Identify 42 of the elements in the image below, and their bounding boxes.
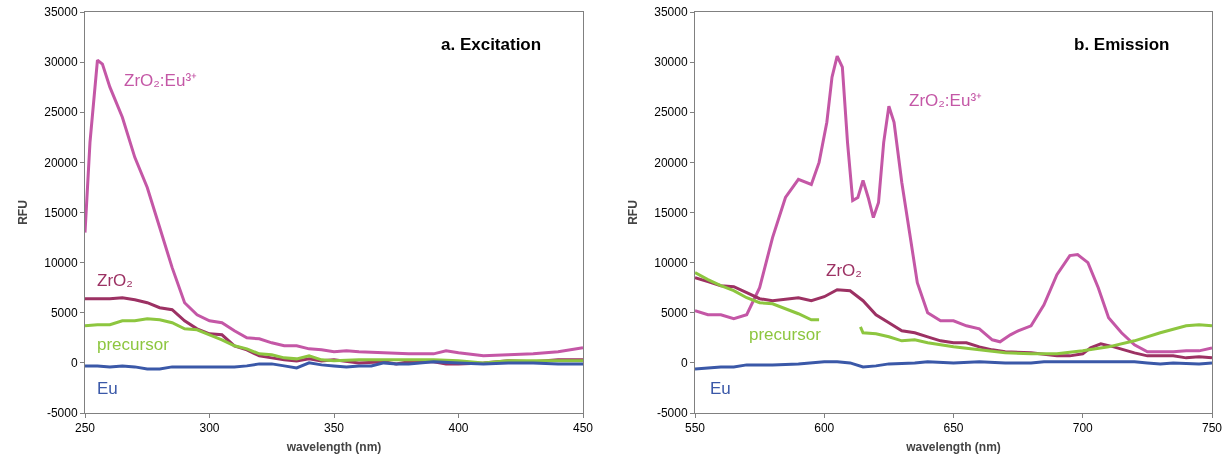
x-tick-label: 600 bbox=[814, 421, 835, 436]
y-tick-label: 20000 bbox=[654, 155, 688, 170]
series-label: Eu bbox=[710, 379, 731, 398]
x-axis-title: wavelength (nm) bbox=[285, 440, 382, 455]
x-tick-label: 550 bbox=[684, 421, 706, 436]
x-tick-label: 300 bbox=[199, 421, 220, 436]
y-tick-label: 25000 bbox=[44, 105, 78, 120]
y-tick-label: -5000 bbox=[46, 406, 78, 421]
y-tick-label: 5000 bbox=[660, 305, 688, 320]
text: b. Emission bbox=[1074, 35, 1170, 54]
series-label: ZrO₂:Eu³⁺ bbox=[124, 71, 198, 90]
y-tick-label: 35000 bbox=[44, 5, 78, 20]
y-tick-label: 10000 bbox=[654, 255, 688, 270]
x-tick-label: 250 bbox=[74, 421, 96, 436]
x-tick-label: 750 bbox=[1201, 421, 1223, 436]
y-tick-label: 15000 bbox=[654, 205, 688, 220]
x-tick-label: 400 bbox=[448, 421, 469, 436]
y-tick-label: 30000 bbox=[44, 55, 78, 70]
y-tick-label: -5000 bbox=[656, 406, 688, 421]
x-tick-label: 350 bbox=[323, 421, 345, 436]
y-tick-label: 5000 bbox=[50, 305, 78, 320]
series-label: Eu bbox=[97, 379, 118, 398]
y-tick-label: 10000 bbox=[44, 255, 78, 270]
y-tick-label: 0 bbox=[680, 356, 688, 371]
x-tick-label: 700 bbox=[1072, 421, 1094, 436]
x-tick-label: 450 bbox=[572, 421, 594, 436]
series-label: precursor bbox=[97, 335, 170, 354]
y-tick-label: 25000 bbox=[654, 105, 688, 120]
x-tick-label: 650 bbox=[943, 421, 964, 436]
series-label: ZrO₂ bbox=[97, 271, 133, 290]
y-tick-label: 30000 bbox=[654, 55, 688, 70]
text: a. Excitation bbox=[441, 35, 542, 54]
y-axis-title: RFU bbox=[15, 200, 30, 225]
y-tick-label: 0 bbox=[70, 356, 78, 371]
y-tick-label: 15000 bbox=[44, 205, 78, 220]
series-label: precursor bbox=[749, 325, 822, 344]
y-axis-title: RFU bbox=[625, 200, 640, 225]
x-axis-title: wavelength (nm) bbox=[905, 440, 1001, 455]
series-label: ZrO₂ bbox=[826, 261, 862, 280]
series-label: ZrO₂:Eu³⁺ bbox=[909, 91, 983, 110]
y-tick-label: 35000 bbox=[654, 5, 688, 20]
y-tick-label: 20000 bbox=[44, 155, 78, 170]
